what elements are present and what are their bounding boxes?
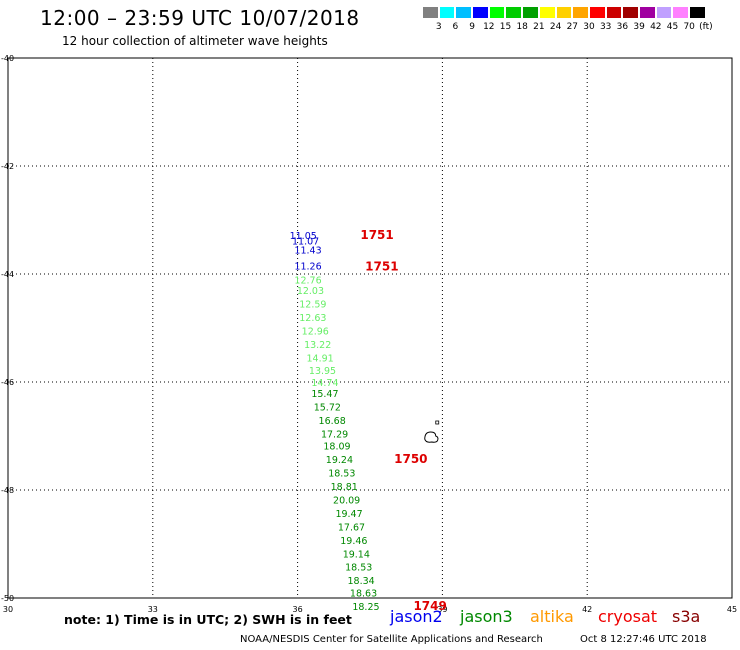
legend-label: 9	[469, 22, 475, 32]
legend-label: 70	[683, 22, 695, 32]
wave-height-value: 12.59	[299, 300, 326, 311]
pass-time-label: 1751	[360, 228, 393, 242]
credit-line: NOAA/NESDIS Center for Satellite Applica…	[240, 634, 543, 645]
map-title: 12:00 – 23:59 UTC 10/07/2018	[40, 6, 360, 30]
lat-tick-label: -46	[1, 378, 14, 387]
wave-height-value: 16.68	[319, 416, 346, 427]
satellite-name-s3a: s3a	[672, 607, 701, 626]
lat-tick-label: -48	[1, 486, 14, 495]
lat-tick-label: -40	[1, 54, 14, 63]
wave-height-value: 15.47	[311, 389, 338, 400]
legend-swatch	[638, 6, 656, 19]
wave-height-value: 13.22	[304, 340, 331, 351]
legend-label: 45	[666, 22, 679, 32]
legend-swatch	[422, 6, 439, 19]
legend-label: 18	[516, 22, 528, 32]
lon-tick-label: 33	[148, 605, 158, 614]
lat-tick-label: -44	[1, 270, 14, 279]
units-note: note: 1) Time is in UTC; 2) SWH is in fe…	[64, 612, 352, 627]
legend-swatch	[488, 6, 506, 19]
legend-label: 30	[583, 22, 595, 32]
wave-height-value: 19.14	[343, 550, 370, 561]
wave-height-value: 13.95	[309, 366, 336, 377]
legend-swatch	[689, 6, 706, 19]
legend-swatch	[472, 6, 489, 19]
wave-height-value: 19.47	[335, 509, 362, 520]
lat-tick-label: -50	[1, 594, 14, 603]
legend-swatch	[438, 6, 456, 19]
wave-height-value: 12.96	[302, 327, 329, 338]
satellite-name-altika: altika	[530, 607, 574, 626]
wave-height-value: 17.67	[338, 523, 365, 534]
legend-swatch	[572, 6, 589, 19]
color-legend-labels: 3 6 9 12 15 18 21 24 27 30 33 36 39 42 45 70 (ft)	[422, 22, 740, 34]
legend-swatch	[455, 6, 473, 19]
legend-label: (ft)	[699, 22, 713, 32]
lon-tick-label: 36	[293, 605, 303, 614]
legend-label: 21	[533, 22, 545, 32]
wave-height-value: 11.43	[294, 246, 321, 257]
wave-height-value: 12.63	[299, 313, 326, 324]
wave-height-value: 11.07	[292, 237, 319, 248]
legend-label: 6	[452, 22, 459, 32]
legend-label: 12	[483, 22, 495, 32]
wave-height-value: 15.72	[314, 402, 341, 413]
wave-height-value: 18.63	[350, 589, 377, 600]
wave-height-value: 11.26	[294, 261, 321, 272]
color-legend	[422, 6, 706, 19]
satellite-name-cryosat: cryosat	[598, 607, 658, 626]
generated-timestamp: Oct 8 12:27:46 UTC 2018	[580, 634, 707, 645]
legend-swatch	[555, 6, 573, 19]
wave-height-value: 12.03	[297, 286, 324, 297]
wave-height-value: 14.74	[311, 378, 338, 389]
wave-height-value: 19.46	[340, 536, 367, 547]
legend-swatch	[522, 6, 539, 19]
pass-time-label: 1751	[365, 259, 398, 273]
legend-swatch	[672, 6, 689, 19]
legend-label: 15	[499, 22, 512, 32]
wave-height-value: 12.76	[294, 275, 321, 286]
wave-height-value: 18.34	[348, 576, 375, 587]
legend-swatch	[588, 6, 606, 19]
legend-swatch	[505, 6, 523, 19]
satellite-name-jason3: jason3	[460, 607, 513, 626]
map-frame	[7, 57, 733, 599]
lon-tick-label: 45	[727, 605, 737, 614]
island-outline	[424, 431, 439, 443]
wave-height-value: 14.91	[306, 354, 333, 365]
satellite-name-jason2: jason2	[390, 607, 443, 626]
map-subtitle: 12 hour collection of altimeter wave hei…	[62, 34, 328, 48]
lat-tick-label: -42	[1, 162, 14, 171]
pass-time-label: 1750	[394, 452, 427, 466]
legend-label: 39	[633, 22, 645, 32]
wave-height-value: 18.25	[352, 602, 379, 613]
lon-tick-label: 39	[437, 605, 447, 614]
wave-height-value: 19.24	[326, 455, 353, 466]
wave-height-value: 20.09	[333, 496, 360, 507]
wave-height-value: 18.53	[328, 469, 355, 480]
legend-swatch	[605, 6, 623, 19]
wave-height-value: 18.09	[323, 442, 350, 453]
islet-outline	[435, 420, 440, 425]
lon-tick-label: 30	[3, 605, 13, 614]
legend-label: 24	[549, 22, 562, 32]
legend-label: 42	[650, 22, 662, 32]
wave-height-value: 11.05	[290, 231, 317, 242]
legend-label: 33	[599, 22, 612, 32]
lon-tick-label: 42	[582, 605, 592, 614]
pass-time-label: 1749	[413, 599, 446, 613]
legend-swatch	[655, 6, 673, 19]
wave-height-value: 17.29	[321, 429, 348, 440]
legend-label: 3	[435, 22, 442, 32]
legend-swatch	[622, 6, 639, 19]
legend-swatch	[538, 6, 556, 19]
wave-height-value: 18.53	[345, 563, 372, 574]
wave-height-value: 18.81	[331, 482, 358, 493]
legend-label: 27	[566, 22, 579, 32]
legend-label: 36	[616, 22, 629, 32]
